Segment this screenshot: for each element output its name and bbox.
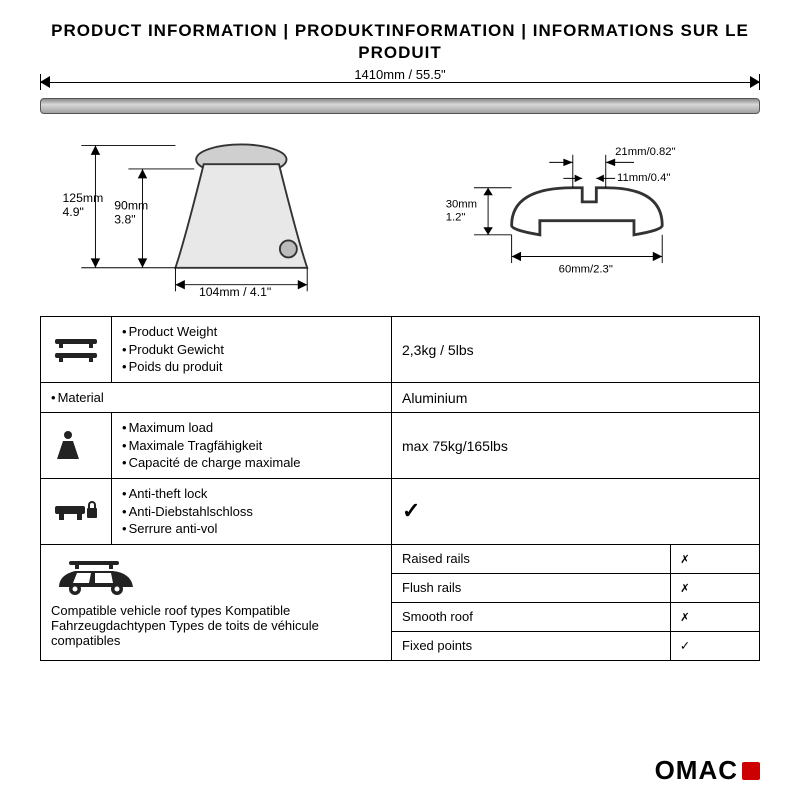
row-load: Maximum load Maximale Tragfähigkeit Capa… xyxy=(41,413,760,479)
car-icon xyxy=(51,557,381,597)
compat-val-0: ✗ xyxy=(670,544,759,573)
material-label: Material xyxy=(51,389,381,407)
svg-text:4.9": 4.9" xyxy=(63,205,84,219)
bar-length-label: 1410mm / 55.5" xyxy=(348,67,451,82)
weight-label-en: Product Weight xyxy=(122,323,381,341)
row-material: Material Aluminium xyxy=(41,382,760,413)
spec-table: Product Weight Produkt Gewicht Poids du … xyxy=(40,316,760,660)
weight-icon xyxy=(41,317,112,383)
crossbar-illustration xyxy=(40,96,760,116)
foot-diagram: 125mm 4.9" 90mm 3.8" 104mm / 4.1" xyxy=(60,136,385,296)
load-icon xyxy=(41,413,112,479)
row-weight: Product Weight Produkt Gewicht Poids du … xyxy=(41,317,760,383)
lock-label-en: Anti-theft lock xyxy=(122,485,381,503)
lock-label-de: Anti-Diebstahlschloss xyxy=(122,503,381,521)
lock-label-fr: Serrure anti-vol xyxy=(122,520,381,538)
load-label-en: Maximum load xyxy=(122,419,381,437)
svg-text:11mm/0.4": 11mm/0.4" xyxy=(617,172,670,184)
row-lock: Anti-theft lock Anti-Diebstahlschloss Se… xyxy=(41,479,760,545)
compat-name-2: Smooth roof xyxy=(392,602,671,631)
load-label-de: Maximale Tragfähigkeit xyxy=(122,437,381,455)
compat-val-3: ✓ xyxy=(670,631,759,660)
svg-text:104mm / 4.1": 104mm / 4.1" xyxy=(199,285,271,296)
load-label-fr: Capacité de charge maximale xyxy=(122,454,381,472)
svg-text:60mm/2.3": 60mm/2.3" xyxy=(559,264,613,276)
compat-name-3: Fixed points xyxy=(392,631,671,660)
svg-text:30mm: 30mm xyxy=(446,199,477,211)
weight-value: 2,3kg / 5lbs xyxy=(392,317,760,383)
bar-length-dimension: 1410mm / 55.5" xyxy=(40,72,760,92)
lock-icon xyxy=(41,479,112,545)
lock-value: ✓ xyxy=(392,479,760,545)
load-value: max 75kg/165lbs xyxy=(392,413,760,479)
material-value: Aluminium xyxy=(392,382,760,413)
svg-text:1.2": 1.2" xyxy=(446,212,466,224)
svg-text:125mm: 125mm xyxy=(63,191,104,205)
brand-dot-icon xyxy=(742,762,760,780)
compat-name-0: Raised rails xyxy=(392,544,671,573)
compat-val-2: ✗ xyxy=(670,602,759,631)
weight-label-fr: Poids du produit xyxy=(122,358,381,376)
svg-text:3.8": 3.8" xyxy=(114,213,135,227)
svg-text:21mm/0.82": 21mm/0.82" xyxy=(615,146,675,158)
profile-diagram: 21mm/0.82" 11mm/0.4" 30mm 1.2" 60mm/2.3" xyxy=(415,136,740,296)
compat-label-en: Compatible vehicle roof types xyxy=(51,603,222,618)
svg-text:90mm: 90mm xyxy=(114,199,148,213)
brand-text: OMAC xyxy=(655,755,738,786)
page-title: PRODUCT INFORMATION | PRODUKTINFORMATION… xyxy=(40,20,760,64)
compat-name-1: Flush rails xyxy=(392,573,671,602)
brand-logo: OMAC xyxy=(655,755,760,786)
row-compat-0: Compatible vehicle roof types Kompatible… xyxy=(41,544,760,573)
weight-label-de: Produkt Gewicht xyxy=(122,341,381,359)
compat-val-1: ✗ xyxy=(670,573,759,602)
